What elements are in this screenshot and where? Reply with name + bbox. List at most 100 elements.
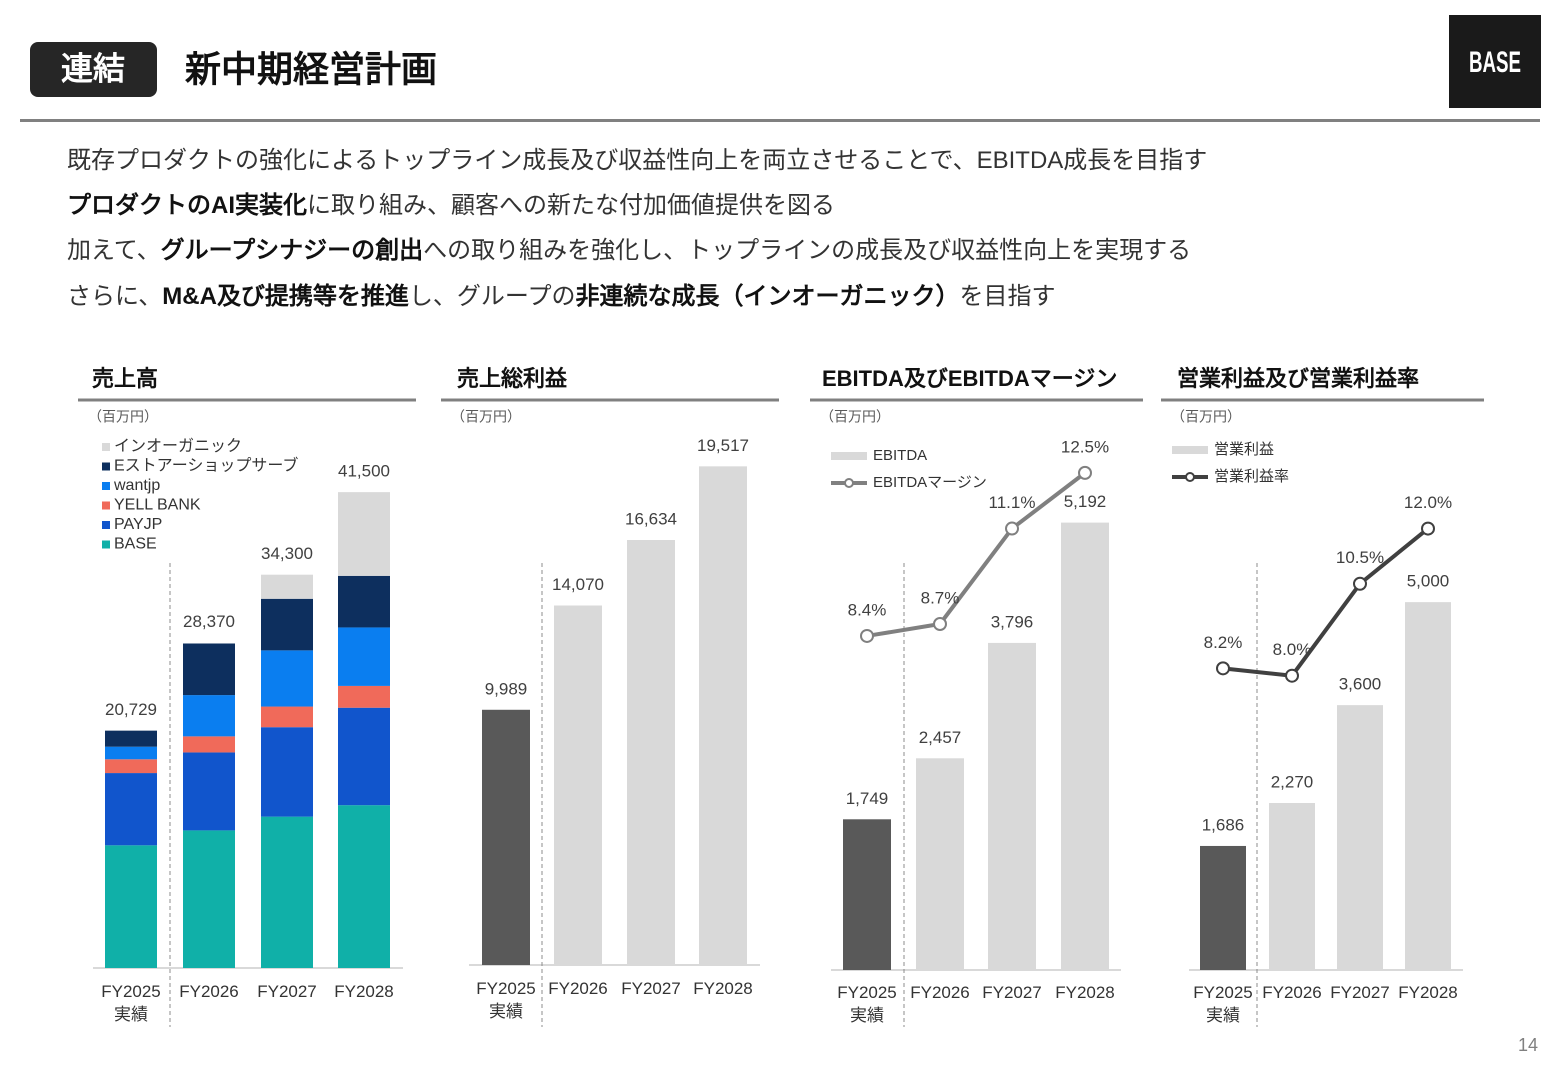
line-marker xyxy=(933,617,947,632)
legend-label: 営業利益率 xyxy=(1214,468,1289,485)
bar-segment xyxy=(105,730,157,747)
bar xyxy=(627,540,675,965)
x-tick-label: FY2028 xyxy=(1055,983,1115,1002)
legend-label: BASE xyxy=(114,536,157,553)
body-text: を目指す xyxy=(959,283,1056,310)
bar xyxy=(554,605,602,965)
bar-segment xyxy=(183,695,235,737)
page-number: 14 xyxy=(1518,1035,1538,1055)
bar xyxy=(1269,802,1315,970)
header-rule xyxy=(20,119,1540,122)
value-label: 1,686 xyxy=(1202,815,1245,834)
legend-marker xyxy=(1185,472,1195,482)
body-line: 加えて、グループシナジーの創出への取り組みを強化し、トップラインの成長及び収益性… xyxy=(67,230,1191,265)
body-text: 加えて、 xyxy=(67,237,161,264)
bar-segment xyxy=(338,707,390,806)
legend-swatch xyxy=(102,521,110,529)
x-tick-label: FY2026 xyxy=(548,979,608,998)
line xyxy=(866,471,1087,638)
value-label: 19,517 xyxy=(697,436,749,455)
x-tick-label: FY2028 xyxy=(1398,983,1458,1002)
unit-label: （百万円） xyxy=(1171,409,1241,425)
value-label: 28,370 xyxy=(183,612,235,631)
line-marker xyxy=(1078,465,1092,480)
chart-title: EBITDA及びEBITDAマージン xyxy=(822,366,1117,391)
x-tick-label: FY2028 xyxy=(693,979,753,998)
legend-swatch xyxy=(1172,446,1208,454)
bar-segment xyxy=(183,830,235,968)
body-line: プロダクトのAI実装化に取り組み、顧客への新たな付加価値提供を図る xyxy=(67,185,835,220)
value-label: 41,500 xyxy=(338,462,390,481)
body-text: さらに、 xyxy=(67,283,163,310)
unit-label: （百万円） xyxy=(820,409,890,425)
unit-label: （百万円） xyxy=(451,409,521,425)
bar xyxy=(1200,845,1246,970)
legend-label: EBITDAマージン xyxy=(873,474,987,491)
legend-swatch xyxy=(102,482,110,490)
legend-swatch xyxy=(831,452,867,460)
bar-segment xyxy=(338,805,390,968)
legend-label: インオーガニック xyxy=(114,437,242,455)
line-marker xyxy=(1353,576,1367,591)
value-label: 34,300 xyxy=(261,544,313,563)
bar-segment xyxy=(105,845,157,968)
x-tick-label: FY2026 xyxy=(910,983,970,1002)
body-line: 既存プロダクトの強化によるトップライン成長及び収益性向上を両立させることで、EB… xyxy=(67,140,1207,175)
bar-segment xyxy=(338,492,390,576)
value-label: 5,192 xyxy=(1064,492,1107,511)
body-text: 既存プロダクトの強化によるトップライン成長及び収益性向上を両立させることで、EB… xyxy=(67,147,1208,174)
body-text: M&A及び提携等を推進 xyxy=(162,283,409,310)
chart-title: 売上総利益 xyxy=(457,366,568,391)
body-text: に取り組み、顧客への新たな付加価値提供を図る xyxy=(307,192,835,219)
value-label: 12.5% xyxy=(1061,437,1109,456)
bar-segment xyxy=(183,736,235,753)
badge-label: 連結 xyxy=(61,50,125,86)
bar-segment xyxy=(338,685,390,708)
bar xyxy=(1337,705,1383,970)
unit-label: （百万円） xyxy=(88,409,158,425)
bar-segment xyxy=(105,759,157,774)
logo: BASE xyxy=(1469,46,1521,79)
x-tick-label: FY2027 xyxy=(1330,983,1390,1002)
x-tick-label: FY2025 実績 xyxy=(476,979,536,1021)
x-tick-label: FY2025 実績 xyxy=(101,982,161,1024)
bar-segment xyxy=(261,650,313,707)
bar-segment xyxy=(261,816,313,968)
legend-marker xyxy=(844,478,854,488)
line-marker xyxy=(1285,668,1299,683)
legend-swatch xyxy=(102,443,110,451)
legend-label: Eストアーショップサーブ xyxy=(114,456,298,475)
line-marker xyxy=(1005,521,1019,536)
legend-label: wantjp xyxy=(113,477,160,494)
bar xyxy=(843,819,891,970)
line-marker xyxy=(1216,661,1230,676)
bar-segment xyxy=(105,773,157,846)
line xyxy=(1222,527,1430,678)
bar xyxy=(1061,522,1109,970)
body-text: グループシナジーの創出 xyxy=(160,237,424,264)
value-label: 8.0% xyxy=(1273,640,1312,659)
bar-segment xyxy=(261,598,313,651)
legend-swatch xyxy=(102,462,110,471)
value-label: 8.7% xyxy=(921,588,960,607)
value-label: 20,729 xyxy=(105,700,157,719)
value-label: 5,000 xyxy=(1407,572,1450,591)
value-label: 8.2% xyxy=(1204,633,1243,652)
x-tick-label: FY2026 xyxy=(179,982,239,1001)
bar-segment xyxy=(338,575,390,628)
value-label: 10.5% xyxy=(1336,548,1384,567)
value-label: 2,457 xyxy=(919,728,962,747)
body-line: さらに、M&A及び提携等を推進し、グループの非連続な成長（インオーガニック）を目… xyxy=(67,276,1056,311)
bar-segment xyxy=(261,706,313,728)
bar-segment xyxy=(183,643,235,696)
bar xyxy=(482,709,530,965)
bar-segment xyxy=(183,752,235,831)
bar xyxy=(916,758,964,970)
legend-swatch xyxy=(102,501,110,510)
bar-segment xyxy=(105,746,157,760)
value-label: 9,989 xyxy=(485,679,528,698)
chart-title: 営業利益及び営業利益率 xyxy=(1177,366,1419,391)
logo-box xyxy=(1449,15,1541,108)
body-text: 非連続な成長（インオーガニック） xyxy=(575,283,960,310)
